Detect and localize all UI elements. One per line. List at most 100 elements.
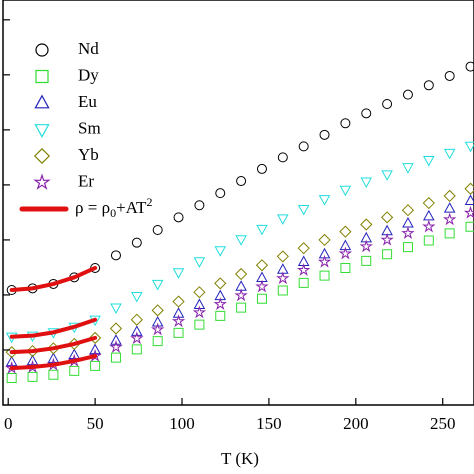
marker (360, 177, 373, 189)
marker (47, 352, 60, 363)
marker (152, 336, 163, 347)
marker (236, 176, 247, 187)
marker (109, 340, 123, 353)
marker (131, 325, 143, 336)
marker (256, 163, 267, 174)
legend-label: Eu (78, 92, 97, 111)
marker (423, 80, 434, 91)
marker (423, 209, 435, 221)
marker (340, 262, 351, 273)
marker (214, 277, 227, 290)
marker (33, 147, 51, 165)
legend-label-part: 2 (146, 195, 152, 209)
marker (297, 205, 310, 216)
marker (277, 214, 289, 225)
marker (151, 279, 164, 291)
marker (255, 259, 269, 272)
marker (402, 216, 414, 228)
marker (382, 99, 393, 110)
x-tick-label: 200 (343, 414, 369, 433)
plot-frame (2, 0, 474, 406)
x-tick-label: 250 (430, 414, 456, 433)
marker (33, 173, 51, 190)
marker (6, 373, 17, 384)
marker (381, 170, 393, 181)
marker (298, 141, 309, 152)
marker (359, 239, 373, 253)
marker (194, 319, 205, 330)
marker (297, 242, 310, 255)
fit-curve (9, 354, 98, 371)
marker (110, 250, 121, 261)
marker (465, 61, 474, 72)
marker (318, 195, 331, 206)
x-tick-label: 100 (169, 414, 195, 433)
marker (319, 270, 330, 281)
marker (90, 360, 101, 371)
marker (234, 288, 248, 302)
marker (402, 242, 413, 253)
marker (193, 286, 206, 299)
legend-label: Er (78, 171, 94, 190)
marker (255, 279, 269, 293)
marker (69, 365, 80, 376)
marker (130, 313, 143, 326)
marker (317, 254, 332, 268)
marker (465, 221, 474, 232)
marker (298, 277, 309, 288)
marker (276, 250, 289, 263)
marker (423, 156, 435, 167)
x-tick-label: 0 (4, 414, 13, 433)
marker (34, 124, 50, 138)
marker (171, 314, 186, 328)
marker (442, 212, 457, 226)
legend-label: Nd (78, 39, 99, 58)
marker (360, 218, 373, 231)
marker (213, 297, 227, 311)
marker (34, 94, 50, 109)
marker (235, 235, 247, 246)
marker (131, 344, 142, 355)
marker (340, 118, 351, 129)
marker (173, 212, 184, 223)
marker (68, 348, 81, 360)
marker (464, 141, 474, 153)
marker (423, 235, 434, 246)
marker (110, 352, 121, 363)
marker (35, 69, 49, 84)
marker (444, 228, 455, 239)
marker (131, 291, 143, 303)
fit-curve (9, 265, 98, 292)
marker (109, 322, 123, 335)
marker (277, 285, 288, 296)
marker (27, 371, 38, 382)
marker (339, 225, 352, 238)
marker (131, 237, 142, 248)
marker (194, 200, 205, 211)
marker (256, 293, 267, 304)
marker (443, 189, 456, 203)
marker (150, 322, 165, 336)
marker (338, 246, 353, 260)
marker (444, 70, 455, 81)
legend-label: Dy (78, 65, 99, 84)
marker (192, 305, 207, 319)
marker (236, 302, 247, 313)
legend-label: Sm (78, 118, 101, 137)
marker (193, 257, 206, 268)
marker (89, 343, 101, 355)
marker (464, 194, 474, 205)
marker (319, 129, 330, 140)
legend-label-part: 0 (110, 206, 116, 220)
marker (276, 271, 290, 285)
legend-label-part: ρ = ρ (75, 198, 110, 217)
marker (401, 204, 415, 217)
marker (443, 148, 456, 160)
marker (402, 163, 414, 174)
marker (215, 310, 226, 321)
marker (48, 369, 59, 380)
marker (464, 182, 474, 195)
marker (130, 331, 144, 345)
x-tick-label: 150 (256, 414, 282, 433)
